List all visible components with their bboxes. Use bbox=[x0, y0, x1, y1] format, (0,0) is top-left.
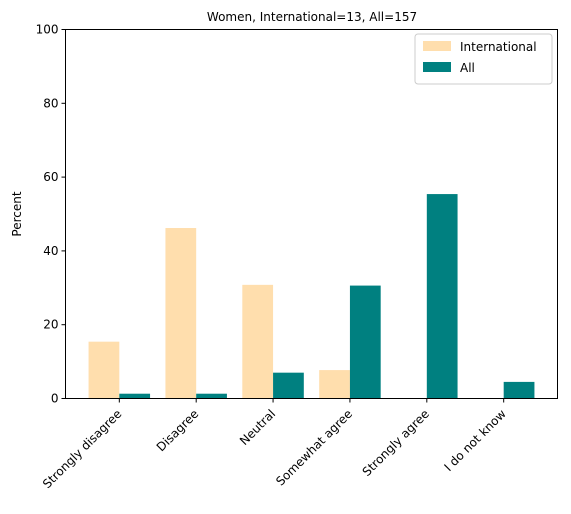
x-tick-label: I do not know bbox=[441, 407, 509, 475]
bar-all-4 bbox=[426, 194, 458, 399]
bar-all-5 bbox=[503, 381, 535, 399]
y-tick-label: 60 bbox=[43, 170, 58, 184]
bar-international-2 bbox=[242, 284, 274, 399]
x-tick-label: Strongly agree bbox=[360, 407, 432, 479]
legend-swatch-all bbox=[423, 62, 451, 72]
y-tick-label: 40 bbox=[43, 244, 58, 258]
legend-label-all: All bbox=[460, 61, 475, 75]
chart-title: Women, International=13, All=157 bbox=[207, 10, 417, 24]
y-tick-label: 20 bbox=[43, 318, 58, 332]
legend-label-international: International bbox=[460, 40, 537, 54]
bars-group bbox=[88, 194, 535, 399]
bar-international-0 bbox=[88, 341, 120, 399]
x-tick-label: Disagree bbox=[154, 407, 202, 455]
bar-all-0 bbox=[119, 393, 151, 399]
y-axis-label: Percent bbox=[10, 191, 24, 236]
bar-international-3 bbox=[319, 370, 350, 399]
legend-swatch-international bbox=[423, 41, 451, 51]
bar-international-1 bbox=[165, 228, 197, 399]
x-tick-label: Somewhat agree bbox=[273, 407, 355, 489]
y-tick-label: 80 bbox=[43, 96, 58, 110]
bar-all-3 bbox=[349, 285, 381, 399]
legend: International All bbox=[414, 33, 553, 85]
x-tick-label: Strongly disagree bbox=[40, 407, 124, 491]
y-tick-label: 0 bbox=[51, 392, 59, 406]
bar-all-2 bbox=[273, 372, 304, 399]
y-axis: 0 20 40 60 80 100 bbox=[36, 23, 66, 406]
bar-all-1 bbox=[196, 393, 227, 399]
plot-frame bbox=[65, 29, 558, 399]
y-tick-label: 100 bbox=[36, 23, 59, 37]
x-axis: Strongly disagree Disagree NeutralSomewhat… bbox=[40, 398, 509, 491]
x-tick-label: Neutral bbox=[237, 407, 278, 448]
